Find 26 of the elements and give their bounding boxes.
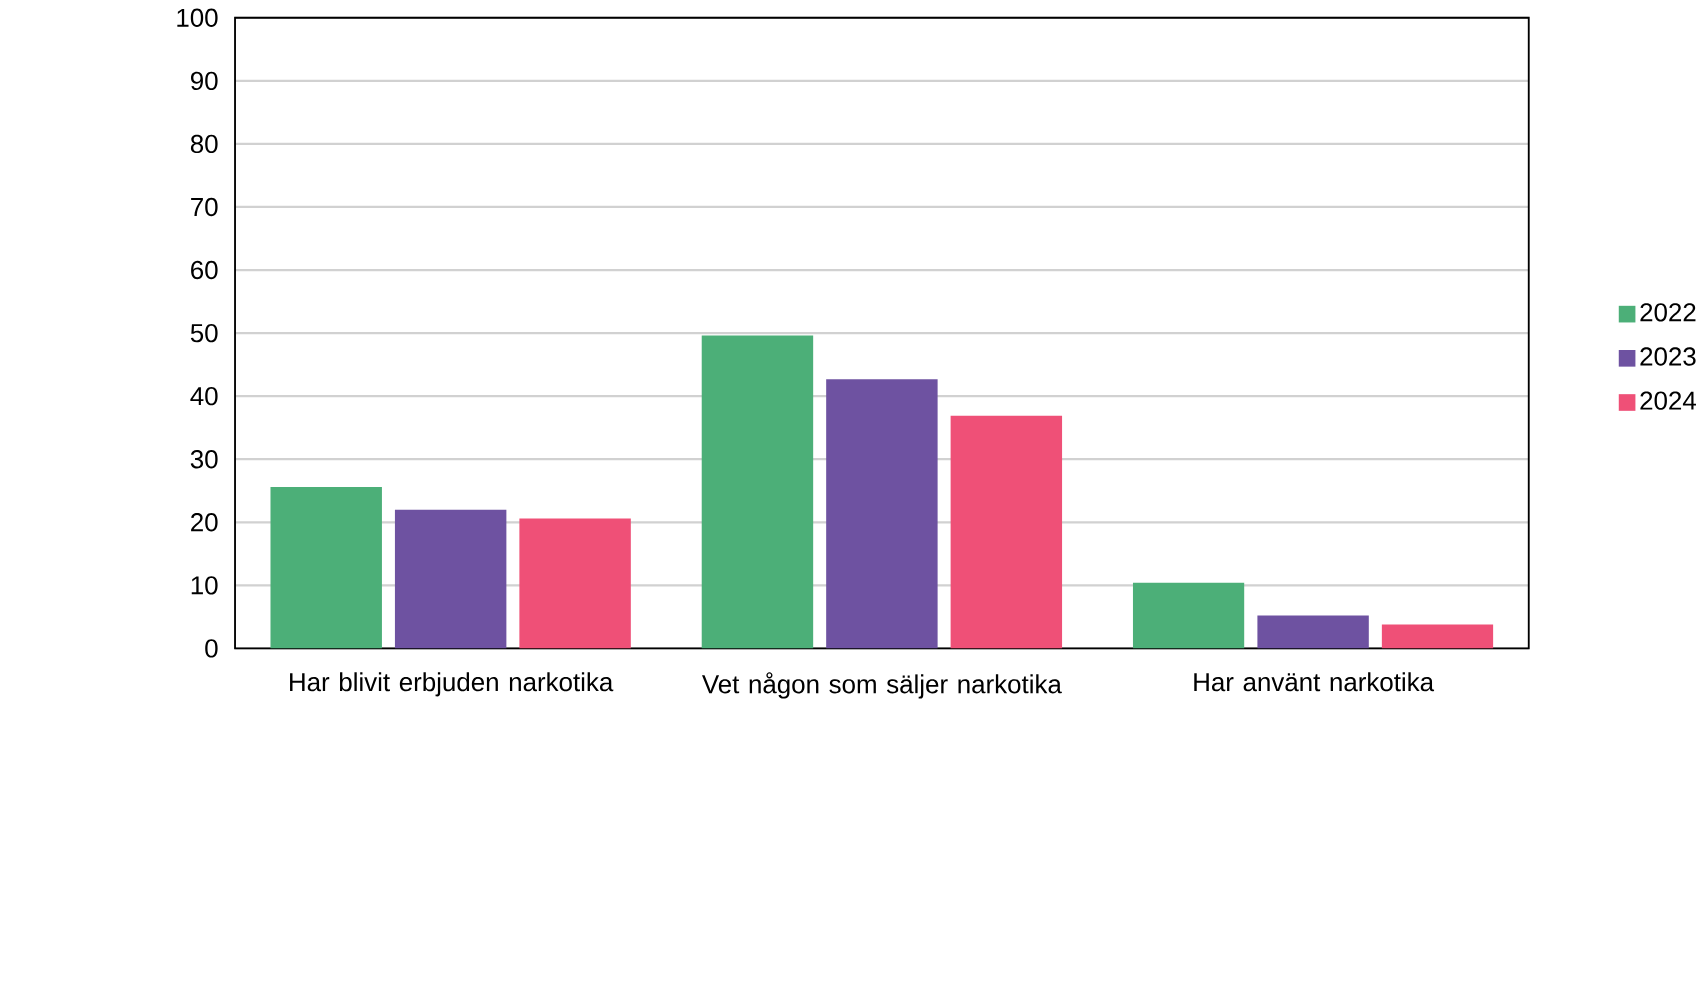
- bar: [826, 379, 938, 649]
- x-tick-label: Har blivit erbjuden narkotika: [290, 672, 614, 697]
- y-tick-label: 40: [190, 387, 218, 406]
- y-tick-label: 80: [190, 134, 218, 154]
- y-tick-label: 10: [191, 576, 218, 595]
- legend-label: 2022: [1640, 303, 1696, 322]
- y-tick-label: 30: [190, 450, 218, 469]
- bar: [519, 518, 631, 649]
- bar: [270, 487, 382, 649]
- bar: [1257, 615, 1369, 649]
- bar: [950, 415, 1063, 649]
- y-tick-label: 50: [190, 323, 218, 343]
- y-tick-label: 100: [177, 8, 218, 28]
- x-tick-label: Vet någon som säljer narkotika: [702, 672, 1062, 699]
- bar: [701, 335, 814, 649]
- y-tick-label: 0: [205, 639, 218, 658]
- y-tick-label: 70: [191, 197, 218, 217]
- bar: [1132, 582, 1245, 649]
- y-tick-label: 20: [191, 513, 218, 532]
- legend-label: 2023: [1640, 347, 1696, 366]
- bar: [394, 509, 507, 649]
- y-tick-label: 90: [191, 71, 218, 91]
- y-tick-label: 60: [191, 260, 218, 280]
- x-tick-label: Har använt narkotika: [1194, 672, 1435, 692]
- legend-label: 2024: [1640, 391, 1696, 410]
- bar: [1381, 624, 1494, 649]
